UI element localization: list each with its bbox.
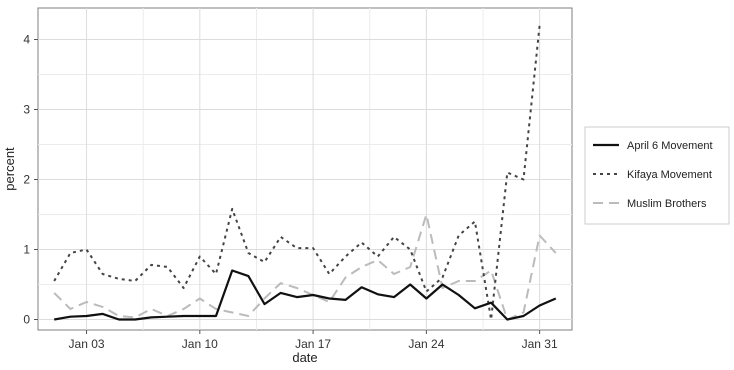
series-line-muslim-brothers <box>53 213 557 321</box>
y-tick-label: 3 <box>23 103 30 117</box>
y-tick-label: 2 <box>23 173 30 187</box>
x-tick-label: Jan 17 <box>295 337 331 351</box>
y-tick-label: 0 <box>23 313 30 327</box>
series-line-april-6-movement <box>54 269 557 321</box>
grid-minor <box>38 8 572 330</box>
x-tick-label: Jan 31 <box>522 337 558 351</box>
x-tick-label: Jan 10 <box>182 337 218 351</box>
y-tick-label: 4 <box>23 33 30 47</box>
series-layer <box>53 25 557 321</box>
x-tick-label: Jan 24 <box>408 337 444 351</box>
legend-box <box>584 126 730 225</box>
legend-label-april-6-movement: April 6 Movement <box>627 140 713 152</box>
legend-label-muslim-brothers: Muslim Brothers <box>627 198 707 210</box>
legend: April 6 Movement Kifaya Movement Muslim Br… <box>584 126 730 225</box>
y-axis-label: percent <box>2 147 17 191</box>
y-tick-label: 1 <box>23 243 30 257</box>
x-axis: Jan 03 Jan 10 Jan 17 Jan 24 Jan 31 <box>69 330 558 351</box>
x-axis-label: date <box>292 350 317 365</box>
x-tick-label: Jan 03 <box>69 337 105 351</box>
legend-label-kifaya-movement: Kifaya Movement <box>627 169 712 181</box>
y-axis: 0 1 2 3 4 <box>23 33 38 327</box>
plot-panel <box>37 7 573 331</box>
